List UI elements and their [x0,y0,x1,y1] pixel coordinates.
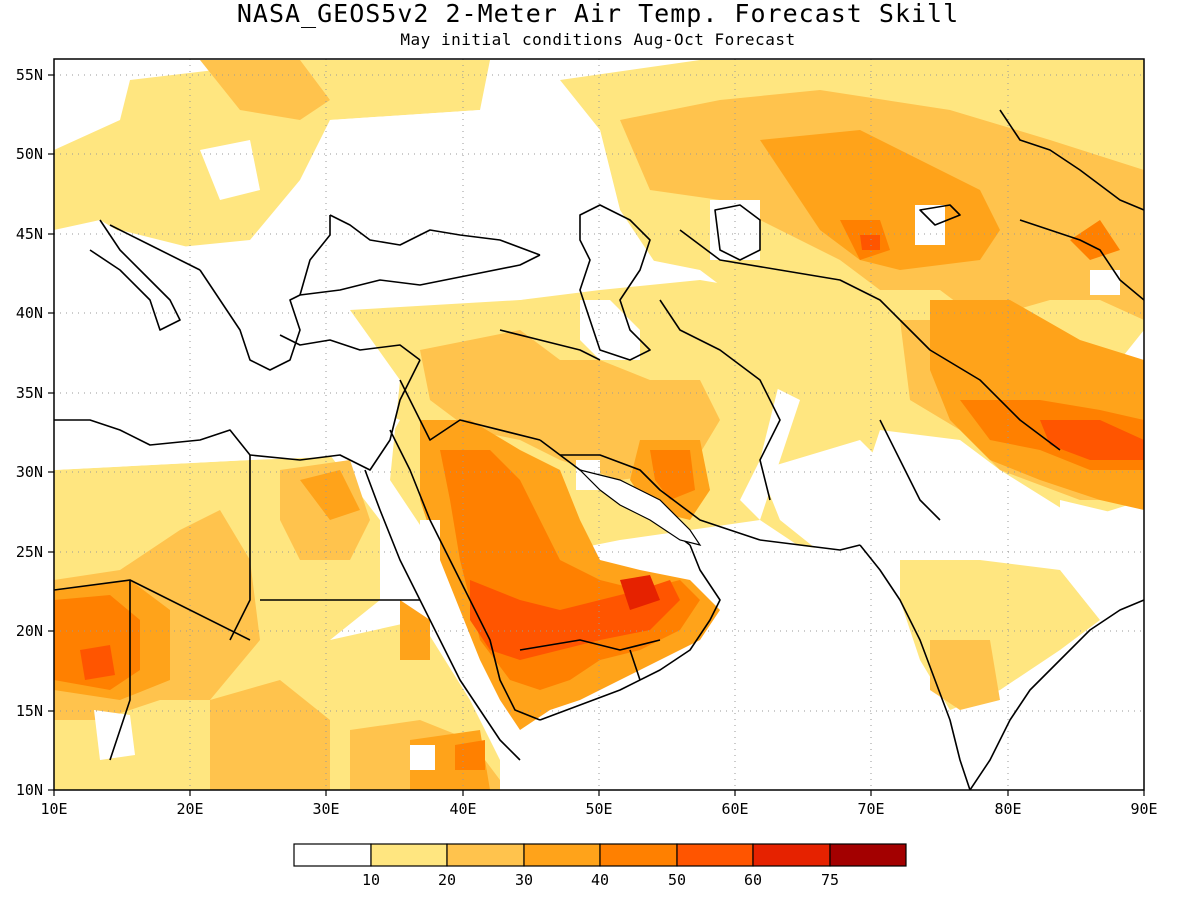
lon-label: 10E [40,800,67,818]
lat-label: 20N [16,622,43,640]
legend-level-label: 20 [438,871,456,889]
legend-swatch [523,843,601,867]
latitude-labels: 55N 50N 45N 40N 35N 30N 25N 20N 15N 10N [16,66,43,799]
lat-label: 25N [16,543,43,561]
lat-label: 15N [16,702,43,720]
lat-label: 35N [16,384,43,402]
legend-level-label: 10 [362,871,380,889]
legend-level-label: 60 [744,871,762,889]
lon-label: 50E [585,800,612,818]
lon-label: 80E [994,800,1021,818]
map-plot-area [54,59,1144,790]
legend-swatch [829,843,907,867]
no-skill-patches [54,100,1144,790]
lon-label: 70E [857,800,884,818]
lat-label: 10N [16,781,43,799]
lon-label: 90E [1130,800,1157,818]
legend-swatch [752,843,831,867]
coastlines-and-borders [54,109,1144,790]
longitude-labels: 10E 20E 30E 40E 50E 60E 70E 80E 90E [40,800,1157,818]
skill-shading-60-75 [620,575,660,610]
axis-tick-marks [48,74,1145,796]
lon-label: 40E [449,800,476,818]
legend-swatch [446,843,525,867]
legend-swatch [370,843,448,867]
lat-label: 55N [16,66,43,84]
legend-level-label: 30 [515,871,533,889]
legend-swatch [293,843,372,867]
lat-label: 50N [16,145,43,163]
lat-label: 30N [16,463,43,481]
map-title: NASA_GEOS5v2 2-Meter Air Temp. Forecast … [237,0,959,28]
persian-gulf-water [578,468,702,546]
legend-swatch [599,843,678,867]
map-subtitle: May initial conditions Aug-Oct Forecast [400,30,795,49]
legend-level-label: 40 [591,871,609,889]
lon-label: 30E [312,800,339,818]
lat-label: 40N [16,304,43,322]
lon-label: 60E [721,800,748,818]
legend-swatch [676,843,754,867]
color-legend: 10 20 30 40 50 60 75 [293,843,907,889]
lat-label: 45N [16,225,43,243]
legend-level-label: 75 [821,871,839,889]
lon-label: 20E [176,800,203,818]
legend-level-label: 50 [668,871,686,889]
